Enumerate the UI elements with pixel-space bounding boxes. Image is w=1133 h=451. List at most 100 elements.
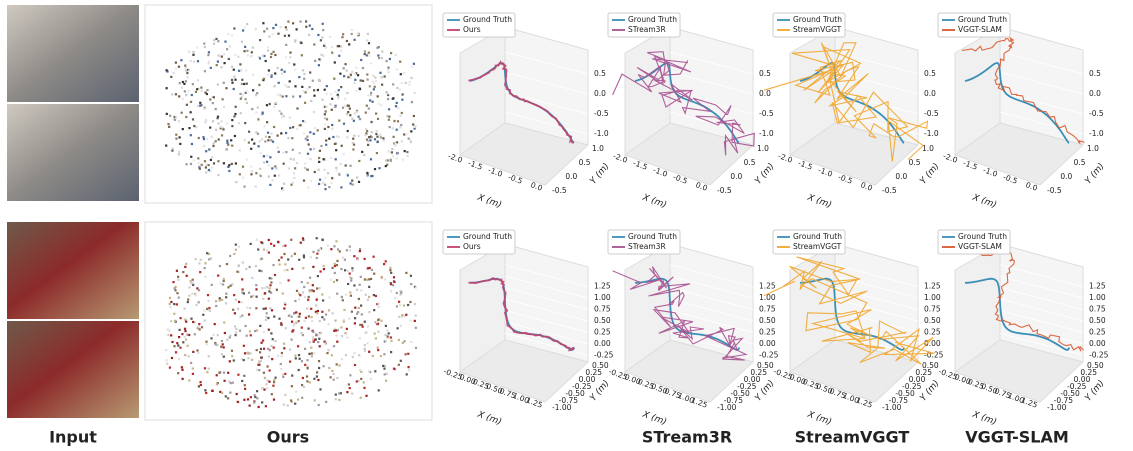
point (338, 364, 340, 366)
point (316, 371, 318, 373)
point (198, 162, 200, 164)
point (297, 399, 299, 401)
point (223, 162, 225, 164)
point (354, 73, 356, 75)
z-tick-label: -0.5 (1089, 109, 1104, 118)
point (397, 107, 399, 109)
point (235, 299, 237, 301)
point (221, 56, 223, 58)
point (295, 391, 297, 393)
point (373, 82, 375, 84)
point (396, 292, 398, 294)
point (360, 79, 362, 81)
point (170, 76, 172, 78)
point (376, 141, 378, 143)
point (277, 135, 279, 137)
point (295, 311, 297, 313)
point (315, 333, 317, 335)
point (395, 105, 397, 107)
point (278, 259, 280, 261)
point (299, 124, 301, 126)
point (322, 23, 324, 25)
point (264, 292, 266, 294)
point (279, 282, 281, 284)
point (227, 397, 229, 399)
point (223, 82, 225, 84)
point (407, 353, 409, 355)
point (288, 62, 290, 64)
point (284, 71, 286, 73)
point (400, 73, 402, 75)
legend-label: Ours (463, 242, 481, 251)
point (371, 136, 373, 138)
point (402, 93, 404, 95)
point (283, 253, 285, 255)
point (307, 153, 309, 155)
z-tick-label: 1.25 (1089, 282, 1106, 291)
point (314, 171, 316, 173)
point (351, 180, 353, 182)
point (354, 364, 356, 366)
point (377, 118, 379, 120)
point (237, 401, 239, 403)
point (376, 323, 378, 325)
point (324, 128, 326, 130)
point (260, 348, 262, 350)
point (272, 141, 274, 143)
point (318, 360, 320, 362)
point (321, 36, 323, 38)
point (277, 33, 279, 35)
point (253, 143, 255, 145)
point (358, 181, 360, 183)
point (188, 295, 190, 297)
point (365, 128, 367, 130)
point (338, 55, 340, 57)
point (261, 387, 263, 389)
legend-label: Ground Truth (793, 15, 842, 24)
point (262, 55, 264, 57)
point (325, 106, 327, 108)
point (316, 312, 318, 314)
point (245, 268, 247, 270)
point (352, 142, 354, 144)
point (318, 183, 320, 185)
point (362, 326, 364, 328)
plot: 0.50.0-0.5-1.0-2.0-1.5-1.0-0.50.0-0.50.0… (608, 13, 777, 211)
point (263, 372, 265, 374)
point (389, 58, 391, 60)
point (368, 42, 370, 44)
point (235, 249, 237, 251)
point (313, 95, 315, 97)
point (299, 21, 301, 23)
point (376, 321, 378, 323)
point (295, 322, 297, 324)
point (251, 108, 253, 110)
point (355, 67, 357, 69)
point (236, 393, 238, 395)
point (408, 84, 410, 86)
point (334, 265, 336, 267)
point (212, 102, 214, 104)
y-tick-label: 0.50 (922, 361, 939, 370)
point (251, 139, 253, 141)
point (308, 143, 310, 145)
point (167, 123, 169, 125)
point (381, 76, 383, 78)
point (230, 285, 232, 287)
point (351, 118, 353, 120)
point (265, 319, 267, 321)
point (270, 281, 272, 283)
z-tick-label: 1.25 (924, 282, 941, 291)
point (300, 41, 302, 43)
point (329, 36, 331, 38)
point (384, 365, 386, 367)
point (255, 288, 257, 290)
point (292, 96, 294, 98)
point (213, 39, 215, 41)
point (266, 104, 268, 106)
point (340, 50, 342, 52)
input-photo (7, 104, 139, 201)
point (166, 69, 168, 71)
point (268, 356, 270, 358)
point (318, 338, 320, 340)
